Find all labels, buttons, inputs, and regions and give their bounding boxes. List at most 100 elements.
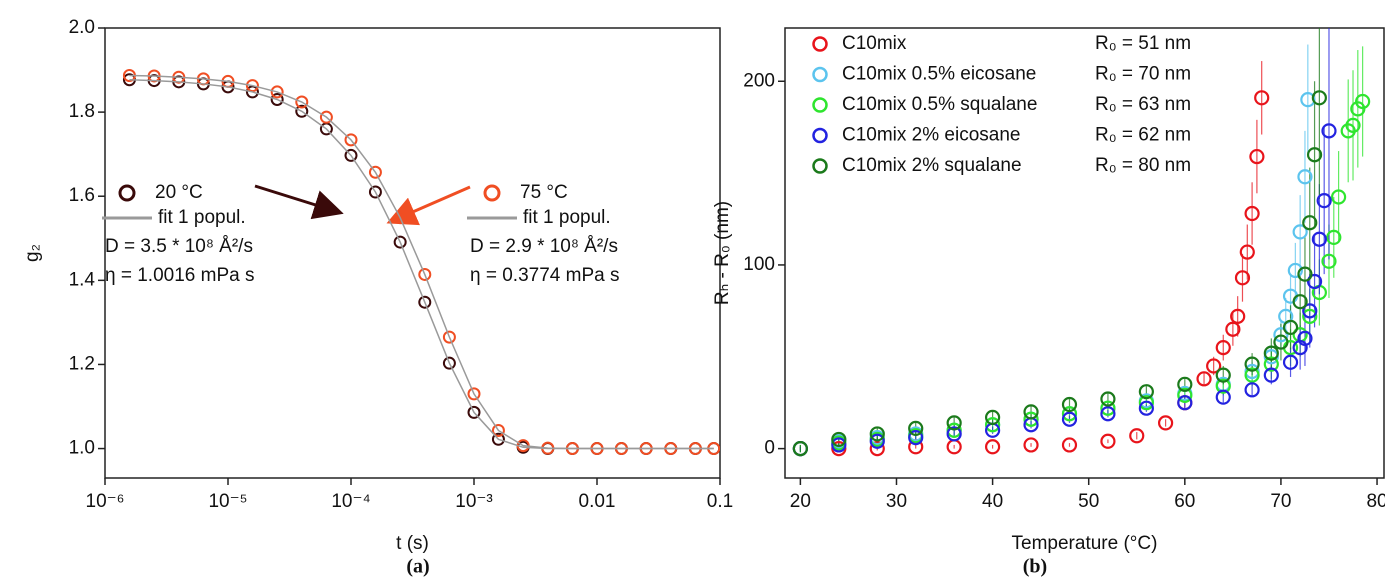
data-point	[1215, 378, 1231, 394]
data-point	[1321, 253, 1337, 269]
data-point	[1345, 117, 1361, 133]
data-point	[1302, 308, 1318, 324]
data-point	[1177, 395, 1193, 411]
data-point	[792, 441, 808, 457]
data-point	[295, 104, 309, 118]
data-point	[1249, 148, 1265, 165]
data-point	[869, 441, 885, 457]
legend-marker	[812, 127, 828, 144]
data-point	[467, 405, 481, 419]
x-axis-label: Temperature (°C)	[1012, 533, 1158, 554]
x-tick-label: 60	[1174, 491, 1195, 512]
arrow	[254, 184, 344, 220]
legend-label: 75 °C	[520, 182, 568, 203]
data-point	[1196, 371, 1212, 387]
legend-label: 20 °C	[155, 182, 203, 203]
data-point	[418, 267, 432, 281]
data-point	[1234, 270, 1251, 286]
data-point	[1177, 376, 1193, 392]
x-tick-label: 40	[982, 491, 1003, 512]
data-point	[869, 433, 885, 449]
y-tick-label: 200	[743, 70, 775, 91]
x-tick-label: 30	[886, 491, 907, 512]
data-point	[1311, 231, 1327, 247]
data-point	[908, 429, 924, 446]
data-point	[1282, 319, 1299, 335]
data-point	[1292, 224, 1308, 240]
data-point	[1273, 327, 1289, 343]
y-tick-label: 1.6	[69, 185, 95, 206]
x-tick-label: 20	[790, 491, 811, 512]
plot-frame	[784, 27, 1385, 479]
data-point	[467, 387, 481, 401]
data-point	[1239, 244, 1255, 260]
legend-label: C10mix 2% squalane	[842, 155, 1022, 176]
data-point	[1297, 330, 1313, 347]
data-point	[1326, 229, 1342, 245]
data-point	[1138, 395, 1154, 411]
x-tick-label: 10⁻⁴	[331, 491, 370, 512]
data-point	[1330, 189, 1347, 205]
data-point	[831, 437, 847, 453]
data-point	[1215, 389, 1231, 405]
data-point	[1273, 334, 1289, 350]
fit-line	[129, 74, 714, 450]
data-point	[1263, 345, 1279, 361]
data-point	[1215, 339, 1231, 356]
data-point	[1177, 387, 1193, 403]
data-point	[1023, 411, 1039, 427]
data-point	[1157, 415, 1174, 431]
data-point	[984, 439, 1001, 455]
data-point	[418, 295, 432, 309]
data-point	[1321, 123, 1337, 139]
y-tick-label: 1.2	[69, 353, 95, 374]
data-point	[1023, 437, 1039, 453]
legend-label: fit 1 popul.	[523, 207, 611, 228]
data-point	[1297, 266, 1313, 282]
data-point	[1302, 215, 1318, 231]
data-point	[1061, 411, 1078, 427]
data-point	[344, 133, 358, 147]
plot-area	[792, 28, 1371, 457]
legend-r0: R₀ = 51 nm	[1095, 33, 1191, 54]
data-point	[1263, 356, 1279, 372]
data-point	[245, 79, 259, 93]
data-point	[1244, 382, 1260, 398]
data-point	[1100, 433, 1116, 449]
data-point	[245, 85, 259, 99]
data-point	[1138, 400, 1154, 416]
legend-marker	[118, 184, 136, 202]
data-point	[1244, 205, 1260, 222]
y-tick-label: 1.8	[69, 101, 95, 122]
data-point	[270, 85, 284, 99]
legend-r0: R₀ = 70 nm	[1095, 64, 1191, 85]
data-point	[393, 211, 407, 225]
data-point	[1061, 406, 1078, 422]
data-point	[1206, 358, 1222, 374]
data-point	[1244, 356, 1260, 372]
data-point	[295, 95, 309, 109]
legend-r0: R₀ = 62 nm	[1095, 125, 1191, 146]
data-point	[1225, 321, 1241, 337]
data-point	[1061, 437, 1078, 453]
x-tick-label: 0.1	[707, 491, 733, 512]
y-tick-label: 2.0	[69, 17, 95, 38]
data-point	[984, 417, 1001, 433]
annotation: η = 1.0016 mPa s	[105, 265, 254, 286]
data-point	[1287, 262, 1303, 279]
data-point	[1100, 400, 1116, 416]
data-point	[1282, 354, 1299, 370]
data-point	[1254, 90, 1270, 106]
legend-label: C10mix 0.5% squalane	[842, 94, 1037, 115]
caption: (a)	[406, 556, 429, 578]
data-point	[831, 431, 847, 448]
data-point	[368, 185, 382, 199]
data-point	[1129, 428, 1145, 444]
data-point	[1244, 367, 1260, 383]
x-tick-label: 70	[1270, 491, 1291, 512]
data-point	[1306, 147, 1323, 163]
data-point	[946, 415, 962, 431]
plot-frame	[104, 27, 721, 479]
